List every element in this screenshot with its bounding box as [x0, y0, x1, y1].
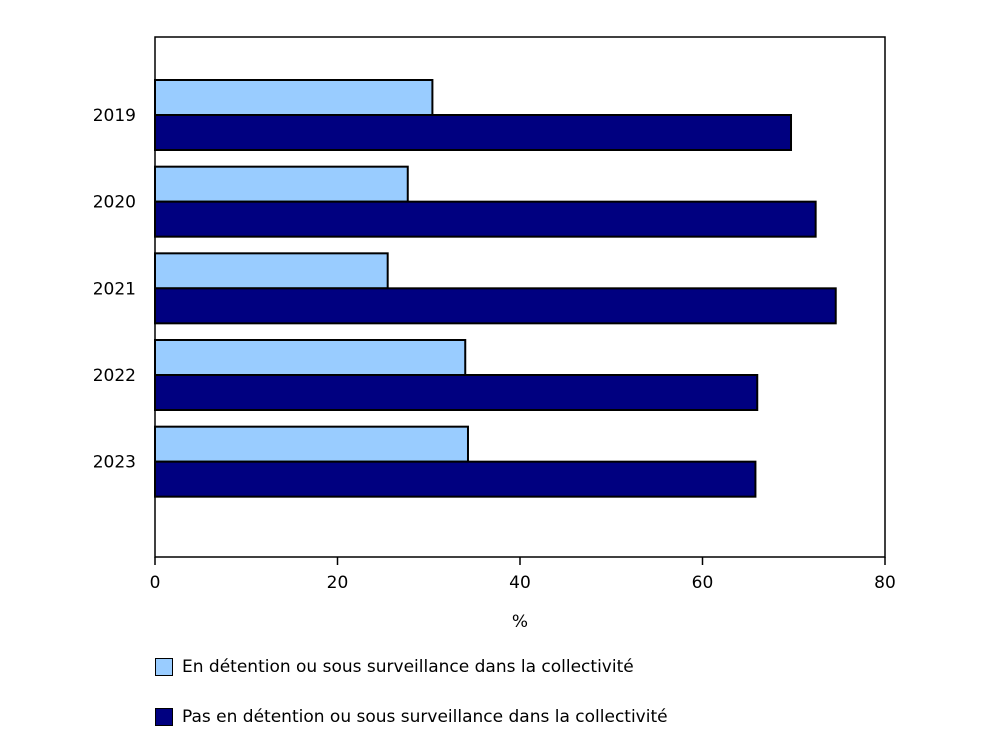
y-tick-label: 2019: [93, 106, 136, 126]
x-tick-label: 20: [327, 573, 349, 593]
legend-label: Pas en détention ou sous surveillance da…: [182, 707, 668, 727]
legend-swatch: [155, 708, 173, 726]
y-tick-label: 2022: [93, 366, 136, 386]
legend-label: En détention ou sous surveillance dans l…: [182, 657, 634, 677]
bar-2019-series-1: [154, 114, 793, 151]
bar-2019-series-0: [154, 79, 434, 116]
bar-2021-series-0: [154, 252, 389, 290]
bar-2022-series-1: [154, 374, 759, 411]
bar-2022-series-0: [154, 339, 467, 376]
bar-2020-series-0: [154, 165, 409, 203]
bar-2023-series-0: [154, 425, 469, 463]
y-tick-label: 2021: [93, 279, 136, 299]
bar-2021-series-1: [154, 287, 837, 325]
x-axis-label: %: [512, 612, 528, 632]
y-tick-label: 2020: [93, 193, 136, 213]
legend-item-detention: En détention ou sous surveillance dans l…: [155, 657, 634, 677]
x-tick-label: 60: [692, 573, 714, 593]
bar-2020-series-1: [154, 200, 817, 238]
y-tick-label: 2023: [93, 453, 136, 473]
legend-item-not-detention: Pas en détention ou sous surveillance da…: [155, 707, 668, 727]
legend-swatch: [155, 658, 173, 676]
x-tick-label: 0: [150, 573, 161, 593]
bar-2023-series-1: [154, 460, 757, 498]
x-tick-label: 80: [874, 573, 896, 593]
x-tick-label: 40: [509, 573, 531, 593]
